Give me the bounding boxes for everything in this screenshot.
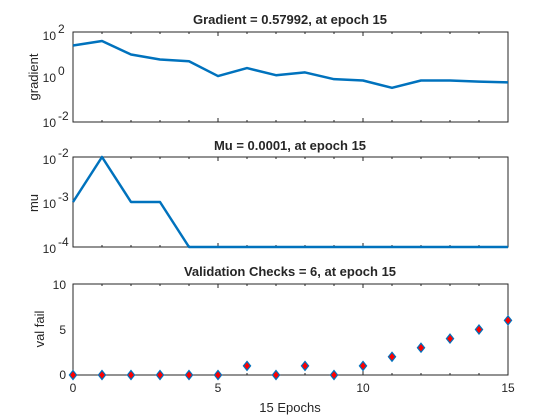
y-tick-label: 10: [43, 153, 57, 167]
data-point: [155, 369, 165, 381]
y-tick-exponent: 0: [58, 64, 65, 78]
val-ylabel: val fail: [32, 310, 47, 347]
data-point: [387, 351, 397, 363]
y-tick-exponent: -3: [58, 190, 69, 204]
val-panel: Validation Checks = 6, at epoch 15 10 5 …: [32, 264, 515, 415]
gradient-title: Gradient = 0.57992, at epoch 15: [193, 12, 387, 27]
gradient-ylabel: gradient: [26, 53, 41, 100]
mu-panel: Mu = 0.0001, at epoch 15 10 -2 10 -3 10 …: [26, 138, 509, 256]
mu-ylabel: mu: [26, 194, 41, 212]
mu-y-ticks: 10 -2 10 -3 10 -4: [43, 146, 69, 256]
data-point: [126, 369, 136, 381]
val-title: Validation Checks = 6, at epoch 15: [184, 264, 396, 279]
y-tick-label: 10: [43, 116, 57, 130]
data-point: [97, 369, 107, 381]
data-point: [300, 360, 310, 372]
y-tick-label: 10: [43, 242, 57, 256]
y-tick-label: 0: [59, 368, 66, 382]
y-tick-exponent: -4: [58, 235, 69, 249]
val-y-ticks: 10 5 0: [53, 278, 67, 382]
data-point: [184, 369, 194, 381]
y-tick-exponent: -2: [58, 146, 69, 160]
gradient-axes: [72, 31, 509, 123]
x-tick-label: 0: [70, 381, 77, 395]
data-point: [329, 369, 339, 381]
data-point: [416, 342, 426, 354]
val-plot: [68, 284, 513, 381]
mu-plot: [71, 155, 509, 249]
mu-title: Mu = 0.0001, at epoch 15: [214, 138, 366, 153]
data-point: [445, 333, 455, 345]
data-point: [358, 360, 368, 372]
val-x-ticks: 0 5 10 15: [70, 381, 515, 395]
gradient-y-ticks: 10 2 10 0 10 -2: [43, 22, 69, 130]
gradient-plot: [72, 32, 509, 122]
val-xlabel: 15 Epochs: [259, 400, 321, 415]
data-point: [68, 369, 78, 381]
data-point: [242, 360, 252, 372]
y-tick-exponent: -2: [58, 109, 69, 123]
x-tick-label: 10: [356, 381, 370, 395]
y-tick-label: 10: [43, 197, 57, 211]
data-point: [474, 324, 484, 335]
series-line: [72, 39, 509, 90]
series-line: [71, 155, 508, 249]
y-tick-exponent: 2: [58, 22, 65, 36]
gradient-panel: Gradient = 0.57992, at epoch 15 10 2 10 …: [26, 12, 509, 130]
y-tick-label: 5: [59, 323, 66, 337]
val-axes: [72, 283, 509, 376]
y-tick-label: 10: [43, 71, 57, 85]
y-tick-label: 10: [53, 278, 67, 292]
data-point: [503, 314, 513, 326]
y-tick-label: 10: [43, 29, 57, 43]
data-point: [271, 369, 281, 381]
x-tick-label: 5: [215, 381, 222, 395]
data-point: [213, 369, 223, 381]
x-tick-label: 15: [501, 381, 515, 395]
